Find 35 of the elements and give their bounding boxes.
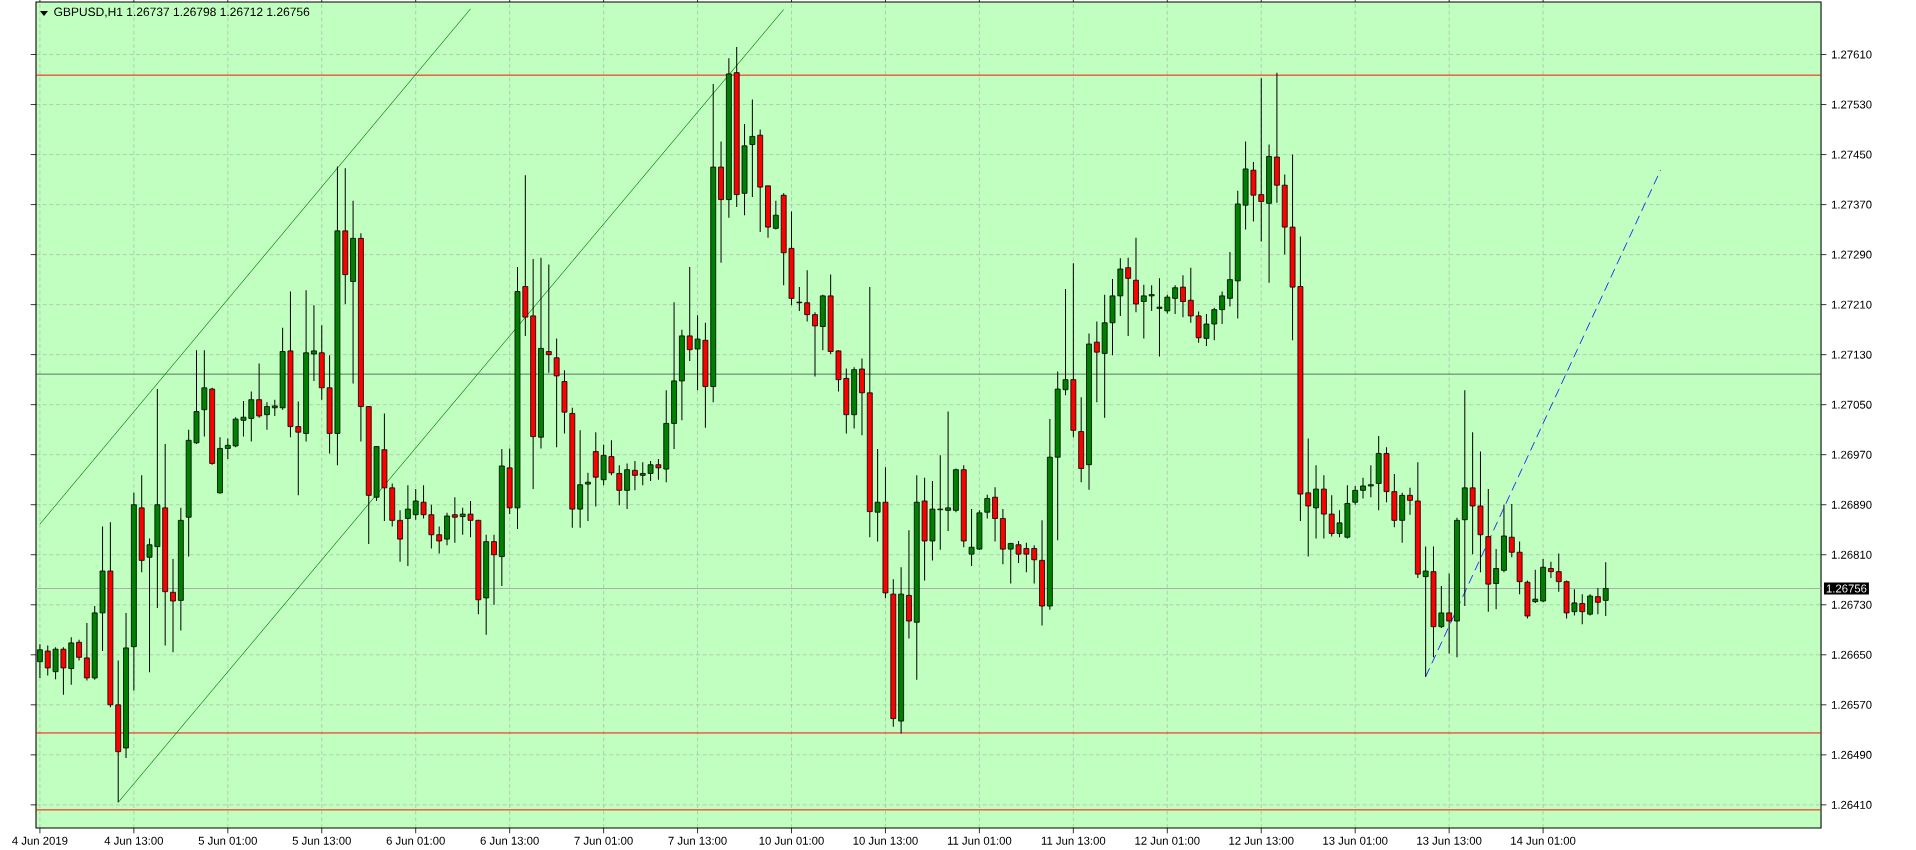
y-tick-label: 1.27370 — [1831, 200, 1872, 209]
x-tick-label: 6 Jun 01:00 — [386, 836, 445, 845]
y-tick-label: 1.26730 — [1831, 600, 1872, 609]
y-tick-label: 1.26410 — [1831, 800, 1872, 809]
y-tick-label: 1.26970 — [1831, 450, 1872, 459]
x-tick-label: 14 Jun 01:00 — [1511, 836, 1576, 845]
x-tick-label: 11 Jun 01:00 — [947, 836, 1012, 845]
y-tick-label: 1.27050 — [1831, 400, 1872, 409]
x-tick-label: 13 Jun 01:00 — [1323, 836, 1388, 845]
x-tick-label: 4 Jun 13:00 — [104, 836, 164, 845]
x-tick-label: 6 Jun 13:00 — [480, 836, 539, 845]
y-tick-label: 1.26650 — [1831, 650, 1872, 659]
x-tick-label: 11 Jun 13:00 — [1041, 836, 1106, 845]
y-tick-label: 1.27130 — [1831, 350, 1872, 359]
x-tick-label: 4 Jun 2019 — [12, 836, 68, 845]
x-tick-label: 10 Jun 13:00 — [853, 836, 918, 845]
chart-title: GBPUSD,H1 1.26737 1.26798 1.26712 1.26756 — [54, 7, 310, 18]
x-tick-label: 10 Jun 01:00 — [759, 836, 824, 845]
y-tick-label: 1.27210 — [1831, 300, 1872, 309]
y-tick-label: 1.26490 — [1831, 750, 1872, 759]
x-tick-label: 5 Jun 01:00 — [198, 836, 257, 845]
ref-line-label: 1.26756 — [1826, 584, 1867, 593]
x-tick-label: 5 Jun 13:00 — [292, 836, 351, 845]
y-tick-label: 1.27610 — [1831, 50, 1872, 59]
x-tick-label: 7 Jun 13:00 — [668, 836, 727, 845]
x-tick-label: 7 Jun 01:00 — [574, 836, 633, 845]
y-tick-label: 1.27450 — [1831, 150, 1872, 159]
y-tick-label: 1.26570 — [1831, 700, 1872, 709]
y-tick-label: 1.26890 — [1831, 500, 1872, 509]
x-tick-label: 12 Jun 01:00 — [1135, 836, 1200, 845]
y-tick-label: 1.26810 — [1831, 550, 1872, 559]
x-tick-label: 13 Jun 13:00 — [1417, 836, 1482, 845]
y-tick-label: 1.27290 — [1831, 250, 1872, 259]
x-tick-label: 12 Jun 13:00 — [1229, 836, 1294, 845]
y-tick-label: 1.27530 — [1831, 100, 1872, 109]
